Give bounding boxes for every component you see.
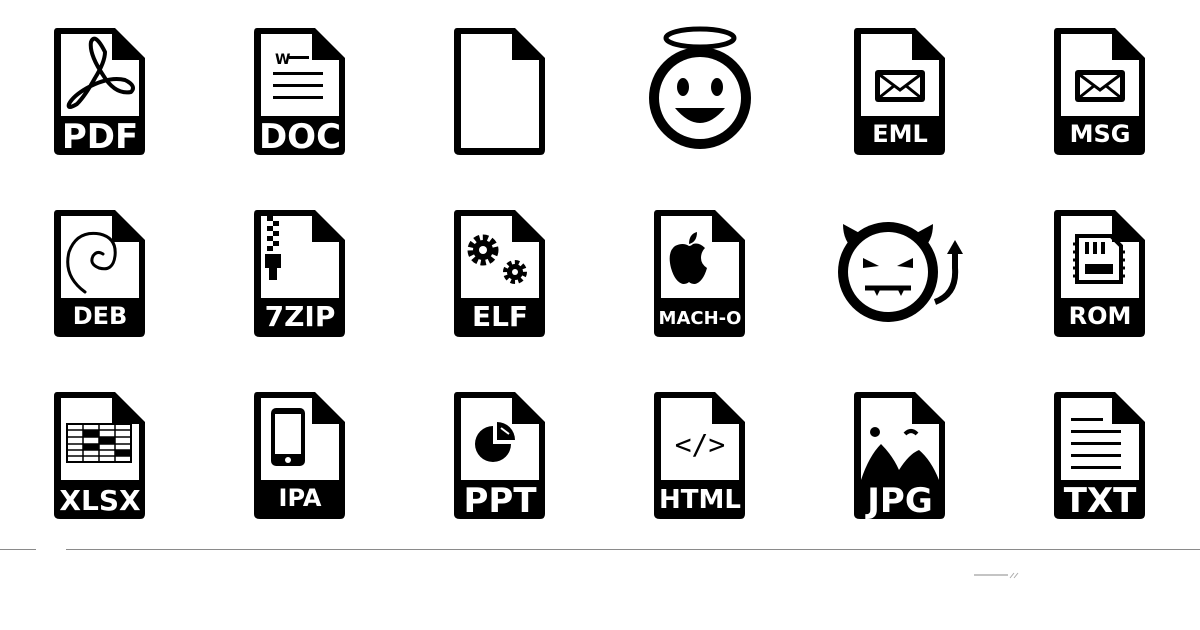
doc-file-icon: W DOC [245, 20, 355, 160]
file-type-label: ROM [1069, 302, 1132, 330]
file-type-label: JPG [865, 481, 932, 521]
file-type-label: PDF [62, 117, 138, 157]
text-lines-icon [1071, 418, 1121, 469]
msg-file-icon: MSG [1045, 20, 1155, 160]
code-glyph: </> [675, 428, 726, 461]
file-type-label: DEB [73, 302, 128, 330]
ipa-file-icon: IPA [245, 384, 355, 524]
blank-file-icon [445, 20, 555, 160]
file-type-label: MSG [1070, 120, 1131, 148]
file-type-label: MACH-O [659, 308, 742, 329]
xlsx-file-icon: XLSX [45, 384, 155, 524]
jpg-file-icon: JPG [845, 384, 955, 524]
elf-file-icon: ELF [445, 202, 555, 342]
stray-mark [974, 572, 1019, 579]
spreadsheet-icon [66, 423, 132, 463]
deb-file-icon: DEB [45, 202, 155, 342]
angel-face-icon [645, 20, 755, 160]
file-type-label: PPT [463, 481, 537, 521]
file-type-label: DOC [259, 117, 341, 157]
pdf-file-icon: PDF [45, 20, 155, 160]
html-file-icon: </> HTML [645, 384, 755, 524]
devil-face-icon [835, 202, 965, 342]
divider-line [0, 549, 36, 550]
chip-icon [1073, 234, 1125, 284]
smartphone-icon [271, 408, 305, 466]
txt-file-icon: TXT [1045, 384, 1155, 524]
file-type-label: ELF [472, 300, 528, 333]
file-type-label: EML [872, 120, 928, 148]
rom-file-icon: ROM [1045, 202, 1155, 342]
eml-file-icon: EML [845, 20, 955, 160]
word-glyph: W [275, 52, 290, 68]
pie-chart-icon [475, 422, 515, 462]
ppt-file-icon: PPT [445, 384, 555, 524]
image-icon [861, 427, 939, 480]
file-type-label: TXT [1064, 481, 1137, 521]
gear-icon [503, 260, 527, 284]
file-type-label: XLSX [59, 484, 141, 517]
divider-line [66, 549, 1200, 550]
file-type-label: HTML [659, 485, 741, 515]
7zip-file-icon: 7ZIP [245, 202, 355, 342]
file-type-label: IPA [279, 484, 322, 512]
mach-o-file-icon: MACH-O [645, 202, 755, 342]
file-type-label: 7ZIP [265, 300, 336, 333]
gear-icon [467, 234, 499, 266]
apple-icon [669, 232, 707, 284]
